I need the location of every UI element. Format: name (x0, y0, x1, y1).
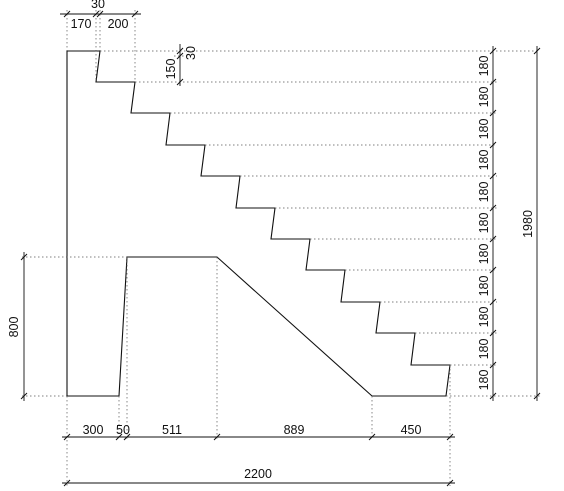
riser-height-3: 180 (477, 119, 491, 140)
riser-height-11: 180 (477, 370, 491, 391)
riser-height-9: 180 (477, 307, 491, 328)
riser-height-5: 180 (477, 182, 491, 203)
total-width-label: 2200 (244, 467, 272, 481)
riser-dimension-chain: 180 180 180 180 180 180 180 180 180 180 … (477, 46, 497, 401)
riser-height-6: 180 (477, 213, 491, 234)
total-width-dimension: 2200 (62, 467, 455, 487)
segment-300: 300 (83, 423, 104, 437)
riser-height-8: 180 (477, 276, 491, 297)
total-height-dimension: 1980 (521, 46, 541, 401)
dim-top-30: 30 (91, 0, 105, 11)
left-height-label: 800 (7, 317, 21, 338)
riser-height-10: 180 (477, 339, 491, 360)
dim-top-170: 170 (71, 17, 92, 31)
segment-889: 889 (284, 423, 305, 437)
bottom-dimension-chain: 300 50 511 889 450 (62, 423, 455, 441)
riser-height-4: 180 (477, 150, 491, 171)
riser-height-1: 180 (477, 56, 491, 77)
riser-height-2: 180 (477, 87, 491, 108)
dim-rise-150: 150 (164, 59, 178, 80)
extension-lines (22, 10, 540, 486)
stair-profile (66, 50, 451, 397)
left-height-dimension: 800 (7, 252, 28, 401)
dim-rise-30: 30 (184, 46, 198, 60)
riser-height-7: 180 (477, 244, 491, 265)
segment-50: 50 (116, 423, 130, 437)
dim-top-200: 200 (108, 17, 129, 31)
segment-450: 450 (401, 423, 422, 437)
top-dimension: 30 170 200 (60, 0, 141, 31)
rise-detail-dimension: 150 30 (164, 44, 198, 86)
total-height-label: 1980 (521, 210, 535, 238)
segment-511: 511 (162, 423, 182, 437)
